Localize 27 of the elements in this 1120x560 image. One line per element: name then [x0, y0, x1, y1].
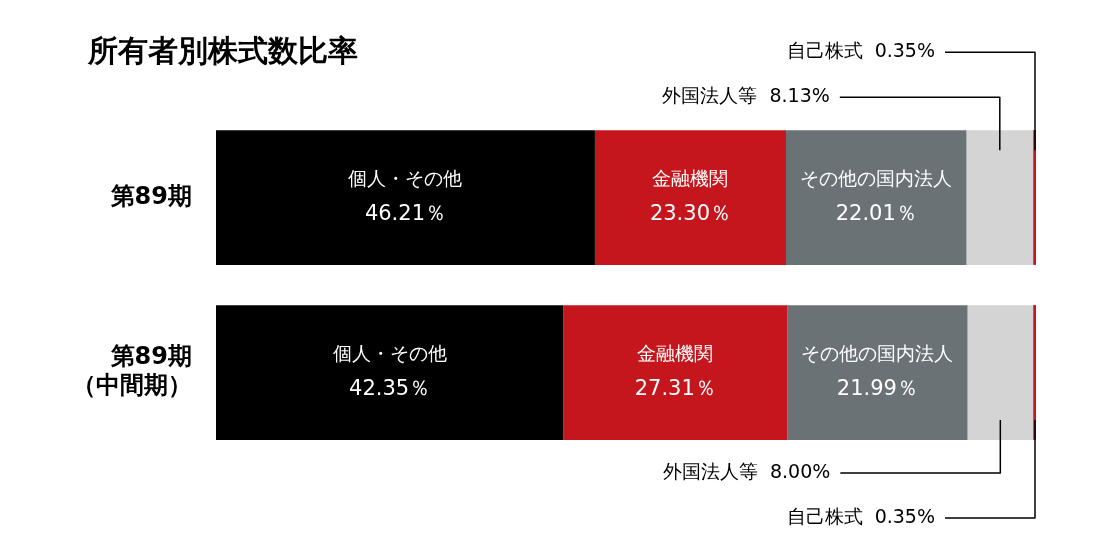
bar — [787, 305, 968, 440]
bar — [216, 305, 564, 440]
y-tick-label: 第89期（中間期） — [72, 342, 192, 400]
series-label: 金融機関 — [652, 167, 729, 190]
text: その他の国内法人 — [800, 167, 953, 190]
data-label: 42.35％ — [349, 375, 431, 400]
text: 外国法人等 8.00% — [662, 459, 831, 482]
bar — [563, 305, 788, 440]
text: 外国法人等 8.13% — [662, 84, 830, 107]
text: 自己株式 0.35% — [786, 504, 935, 527]
text: 自己株式 0.35% — [786, 39, 935, 62]
bar — [966, 130, 1034, 265]
chart-title: 所有者別株式数比率 — [87, 32, 358, 68]
data-label: 23.30％ — [649, 200, 732, 225]
series-label: 個人・その他 — [348, 167, 463, 190]
bar — [785, 130, 967, 265]
data-label: 27.31％ — [634, 375, 716, 400]
bar — [594, 130, 786, 265]
text: 金融機関 — [637, 342, 714, 365]
y-tick-label: 第89期 — [109, 181, 192, 210]
series-label: その他の国内法人 — [801, 342, 954, 365]
text: 個人・その他 — [332, 342, 447, 365]
bar — [216, 130, 595, 265]
bar — [967, 305, 1034, 440]
data-label: 22.01％ — [835, 200, 917, 225]
data-label: 21.99％ — [836, 375, 918, 400]
data-label: 46.21％ — [364, 200, 447, 225]
